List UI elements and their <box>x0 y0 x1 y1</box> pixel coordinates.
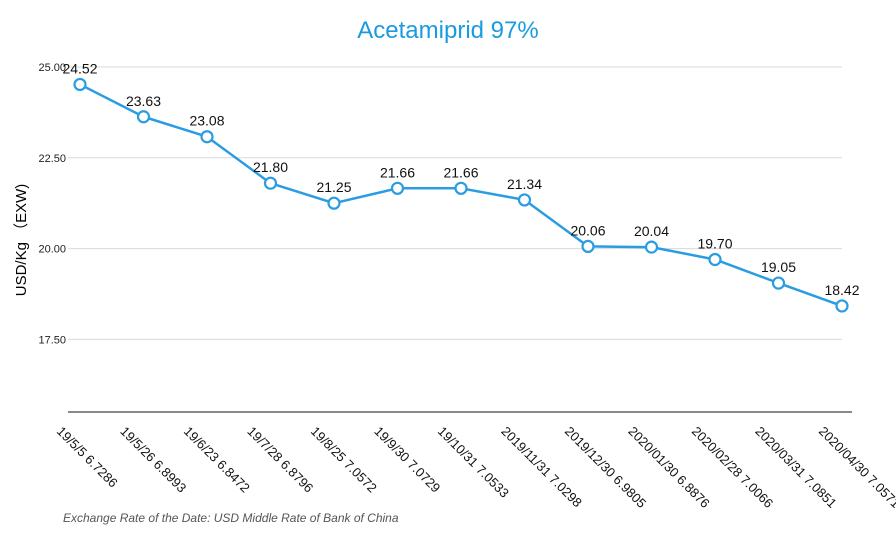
data-points <box>73 77 849 313</box>
x-tick-label: 19/9/30 7.0729 <box>371 424 443 496</box>
data-point <box>644 240 659 254</box>
data-label: 20.04 <box>634 223 669 239</box>
data-label: 21.34 <box>507 176 542 192</box>
x-tick-label: 19/7/28 6.8796 <box>244 424 316 496</box>
x-tick-label: 19/5/5 6.7286 <box>54 424 121 491</box>
data-label: 19.70 <box>697 235 732 251</box>
data-point <box>517 193 532 207</box>
data-label: 18.42 <box>824 282 859 298</box>
exchange-rate-note: Exchange Rate of the Date: USD Middle Ra… <box>63 511 399 525</box>
data-point <box>835 299 849 313</box>
data-point <box>708 252 722 267</box>
data-point <box>263 176 278 190</box>
data-point <box>581 239 595 253</box>
data-label: 21.80 <box>253 159 288 175</box>
y-tick-label: 17.50 <box>38 334 66 346</box>
data-label: 21.66 <box>443 164 478 180</box>
x-tick-label: 19/6/23 6.8472 <box>181 424 253 496</box>
data-label: 19.05 <box>761 259 796 275</box>
data-label: 24.52 <box>62 60 97 76</box>
data-labels: 24.52 23.63 23.08 21.80 21.25 21.66 21.66 21.34… <box>62 60 859 298</box>
data-label: 21.25 <box>316 179 351 195</box>
y-axis-ticks: 25.00 22.50 20.00 17.50 <box>38 62 66 346</box>
data-point <box>327 196 341 210</box>
y-axis-label: USD/Kg （EXW) <box>13 184 30 297</box>
y-tick-label: 22.50 <box>38 153 66 165</box>
data-point <box>136 110 151 124</box>
chart-title: Acetamiprid 97% <box>357 17 538 44</box>
data-point <box>73 77 87 92</box>
y-tick-label: 25.00 <box>38 62 66 74</box>
grid-lines <box>68 66 842 340</box>
data-label: 21.66 <box>380 164 415 180</box>
data-point <box>200 130 214 144</box>
data-point <box>390 181 405 195</box>
data-point <box>771 276 786 290</box>
data-point <box>454 181 468 195</box>
data-label: 20.06 <box>570 222 605 238</box>
x-tick-label: 19/8/25 7.0572 <box>308 424 380 496</box>
y-tick-label: 20.00 <box>38 244 66 256</box>
x-tick-label: 19/5/26 6.8993 <box>117 424 189 496</box>
data-label: 23.63 <box>126 93 161 109</box>
data-label: 23.08 <box>189 113 224 129</box>
